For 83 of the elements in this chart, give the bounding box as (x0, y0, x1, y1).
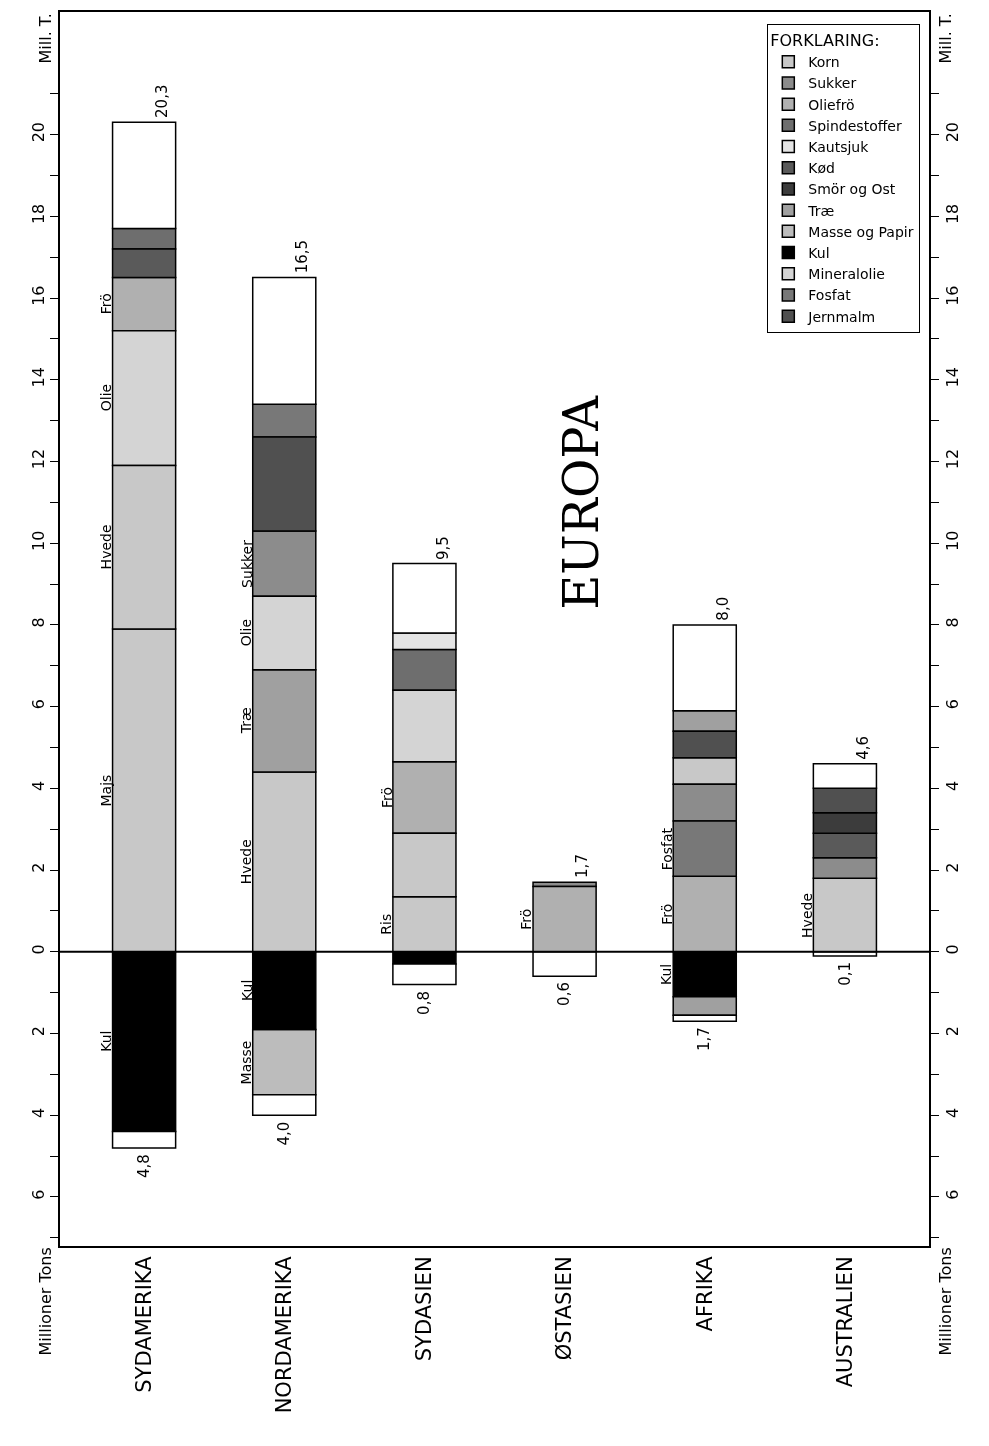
annotation: 1,7 (695, 1027, 714, 1051)
y-tick-label: 0 (28, 944, 48, 955)
y2-tick-label: 20 (943, 122, 963, 143)
data-label: Olie (97, 383, 114, 412)
y2-tick-label: 14 (943, 367, 963, 388)
y2-tick-label: 2 (943, 1026, 963, 1037)
annotation: 0,1 (836, 961, 855, 986)
annotation: 16,5 (293, 239, 312, 274)
data-label: Hvede (238, 839, 255, 885)
annotation: 4,0 (275, 1121, 294, 1146)
data-label: Frö (97, 293, 114, 315)
annotation: 0,6 (555, 982, 574, 1006)
y-tick-label: 4 (28, 780, 48, 792)
legend-label: Smör og Ost (808, 181, 896, 198)
data-label: Majs (97, 774, 114, 807)
legend-label: Kul (808, 245, 830, 261)
legend-label: Jernmalm (807, 308, 876, 325)
annotation: 20,3 (153, 84, 172, 118)
legend-label: Træ (807, 202, 835, 219)
annotation: 4,6 (854, 735, 873, 760)
y2-tick-label: 2 (943, 862, 963, 873)
data-label: Hvede (97, 524, 114, 570)
annotation: 9,5 (433, 536, 452, 561)
annotation: 1,7 (573, 854, 592, 878)
data-label: Masse (238, 1040, 255, 1085)
y-tick-label: 12 (28, 448, 48, 470)
legend-label: Oliefrö (808, 96, 855, 113)
y-tick-label: 2 (28, 862, 48, 873)
y2-tick-label: 10 (943, 530, 963, 551)
y-tick-label: 6 (28, 1189, 48, 1200)
annotation: 8,0 (713, 596, 732, 621)
y-tick-label: 14 (28, 367, 48, 388)
data-label: Sukker (238, 539, 255, 588)
y-tick-label: 16 (28, 285, 48, 306)
y2-tick-label: 4 (943, 780, 963, 792)
y2-tick-label: 0 (943, 944, 963, 955)
data-label: Frö (378, 786, 395, 808)
legend-title: FORKLARING: (770, 31, 880, 51)
data-label: Ris (378, 913, 395, 935)
legend-label: Korn (808, 54, 840, 71)
y-tick-label: 18 (28, 203, 48, 225)
y-tick-label: 6 (28, 699, 48, 710)
text: Mill. T. (35, 13, 55, 64)
y2-tick-label: 6 (943, 699, 963, 710)
legend-label: Mineralolie (808, 266, 885, 283)
annotation: 0,8 (414, 991, 433, 1015)
x-tick-label: SYDASIEN (412, 1256, 437, 1362)
x-tick-label: AFRIKA (692, 1255, 717, 1332)
y2-tick-label: 12 (943, 448, 963, 470)
data-label: Kul (98, 1030, 115, 1052)
legend-label: Sukker (808, 75, 857, 92)
data-label: Hvede (798, 892, 815, 938)
data-label: Kul (238, 979, 255, 1001)
y2-tick-label: 18 (943, 203, 963, 225)
legend-label: Masse og Papir (808, 223, 914, 240)
y-tick-label: 10 (28, 530, 48, 551)
x-tick-label: AUSTRALIEN (832, 1256, 857, 1388)
y-tick-label: 8 (28, 617, 48, 628)
data-label: Frö (658, 903, 675, 925)
legend-label: Fosfat (808, 287, 852, 304)
legend-label: Spindestoffer (808, 117, 902, 134)
legend-label: Kautsjuk (808, 139, 870, 155)
y2-tick-label: 8 (943, 617, 963, 628)
legend-label: Kød (808, 160, 835, 177)
data-label: Kul (658, 963, 675, 986)
y-tick-label: 2 (28, 1026, 48, 1037)
data-label: Fosfat (659, 827, 676, 871)
x-tick-label: NORDAMERIKA (272, 1255, 297, 1414)
data-label: Træ (238, 706, 255, 735)
y-axis-title: Millioner Tons (35, 1247, 55, 1356)
y-tick-label: 4 (28, 1107, 48, 1118)
x-tick-label: SYDAMERIKA (131, 1255, 156, 1393)
data-label: Frö (518, 908, 535, 930)
text: Mill. T. (935, 13, 955, 64)
y-tick-label: 20 (28, 122, 48, 143)
y2-tick-label: 16 (943, 285, 963, 306)
data-label: Olie (238, 618, 255, 647)
text: EUROPA (553, 394, 610, 610)
y2-axis-title: Millioner Tons (935, 1247, 955, 1356)
annotation: 4,8 (135, 1154, 154, 1179)
y2-tick-label: 6 (943, 1189, 963, 1200)
x-tick-label: ØSTASIEN (552, 1256, 577, 1361)
y2-tick-label: 4 (943, 1107, 963, 1118)
